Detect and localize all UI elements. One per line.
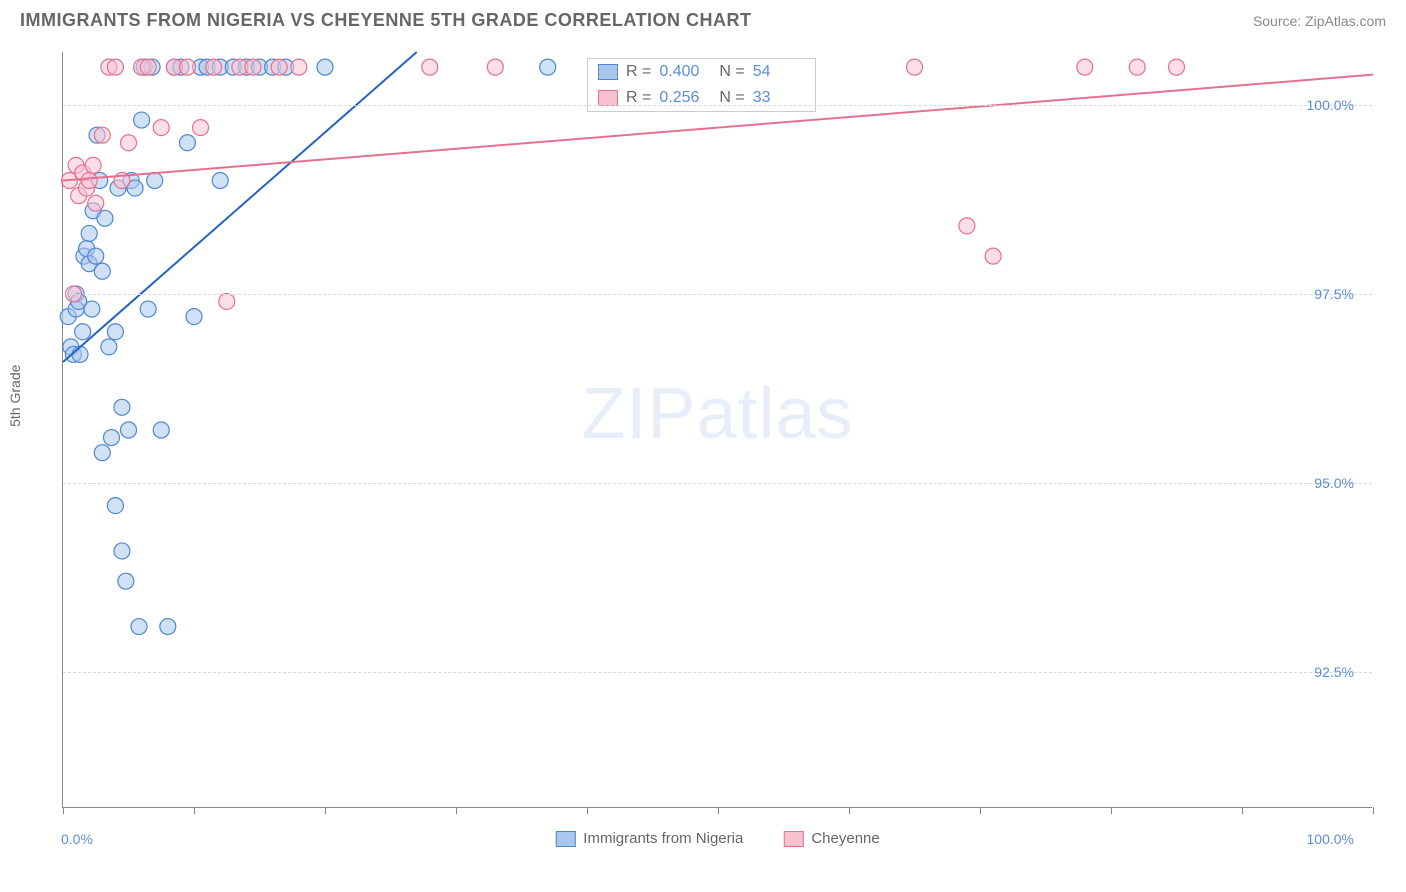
gridline-h	[63, 483, 1372, 484]
gridline-h	[63, 105, 1372, 106]
series-swatch	[598, 64, 618, 80]
x-tick	[980, 807, 981, 814]
legend-item: Cheyenne	[783, 830, 879, 847]
data-point	[179, 135, 195, 151]
data-point	[540, 59, 556, 75]
y-tick-label: 92.5%	[1314, 664, 1354, 680]
data-point	[134, 112, 150, 128]
stat-r-value: 0.400	[659, 63, 711, 81]
x-tick	[63, 807, 64, 814]
y-tick-label: 100.0%	[1307, 97, 1354, 113]
data-point	[88, 195, 104, 211]
correlation-stats-box: R = 0.400 N = 54 R =0.256N =33	[587, 58, 816, 112]
data-point	[118, 573, 134, 589]
data-point	[245, 59, 261, 75]
data-point	[81, 173, 97, 189]
source-attribution: Source: ZipAtlas.com	[1253, 13, 1386, 29]
data-point	[131, 619, 147, 635]
stats-row: R = 0.400 N = 54	[588, 59, 815, 85]
stat-n-value: 54	[753, 63, 805, 81]
data-point	[81, 225, 97, 241]
data-point	[94, 263, 110, 279]
legend-label: Immigrants from Nigeria	[583, 830, 743, 847]
x-tick	[1242, 807, 1243, 814]
legend: Immigrants from Nigeria Cheyenne	[555, 830, 879, 847]
x-max-label: 100.0%	[1307, 831, 1354, 847]
data-point	[219, 293, 235, 309]
data-point	[186, 309, 202, 325]
plot-area: ZIPatlas R =0.400N =54R =0.256N =33 0.0%…	[62, 52, 1372, 808]
data-point	[959, 218, 975, 234]
scatter-plot-svg	[63, 52, 1372, 807]
y-axis-label: 5th Grade	[7, 365, 23, 427]
data-point	[121, 422, 137, 438]
data-point	[107, 324, 123, 340]
data-point	[107, 498, 123, 514]
data-point	[1169, 59, 1185, 75]
legend-item: Immigrants from Nigeria	[555, 830, 743, 847]
data-point	[907, 59, 923, 75]
data-point	[179, 59, 195, 75]
series-swatch	[598, 90, 618, 106]
x-tick	[718, 807, 719, 814]
data-point	[114, 399, 130, 415]
data-point	[153, 422, 169, 438]
gridline-h	[63, 294, 1372, 295]
data-point	[75, 324, 91, 340]
data-point	[212, 173, 228, 189]
data-point	[94, 445, 110, 461]
data-point	[487, 59, 503, 75]
x-tick	[325, 807, 326, 814]
data-point	[193, 120, 209, 136]
x-min-label: 0.0%	[61, 831, 93, 847]
data-point	[121, 135, 137, 151]
data-point	[88, 248, 104, 264]
data-point	[101, 339, 117, 355]
x-tick	[456, 807, 457, 814]
data-point	[147, 173, 163, 189]
x-tick	[1111, 807, 1112, 814]
x-tick	[587, 807, 588, 814]
chart-title: IMMIGRANTS FROM NIGERIA VS CHEYENNE 5TH …	[20, 10, 752, 31]
stat-n-label: N =	[719, 63, 744, 81]
data-point	[271, 59, 287, 75]
data-point	[103, 430, 119, 446]
x-tick	[849, 807, 850, 814]
data-point	[85, 157, 101, 173]
data-point	[153, 120, 169, 136]
data-point	[114, 543, 130, 559]
y-tick-label: 95.0%	[1314, 475, 1354, 491]
x-tick	[1373, 807, 1374, 814]
data-point	[97, 210, 113, 226]
data-point	[84, 301, 100, 317]
data-point	[107, 59, 123, 75]
data-point	[985, 248, 1001, 264]
trend-line	[63, 52, 417, 362]
legend-swatch	[783, 831, 803, 847]
data-point	[140, 59, 156, 75]
chart-container: 5th Grade ZIPatlas R =0.400N =54R =0.256…	[20, 44, 1386, 856]
gridline-h	[63, 672, 1372, 673]
data-point	[1077, 59, 1093, 75]
data-point	[94, 127, 110, 143]
stat-r-label: R =	[626, 63, 651, 81]
data-point	[422, 59, 438, 75]
data-point	[206, 59, 222, 75]
data-point	[160, 619, 176, 635]
y-tick-label: 97.5%	[1314, 286, 1354, 302]
data-point	[1129, 59, 1145, 75]
x-tick	[194, 807, 195, 814]
legend-label: Cheyenne	[811, 830, 879, 847]
data-point	[72, 346, 88, 362]
data-point	[291, 59, 307, 75]
data-point	[140, 301, 156, 317]
legend-swatch	[555, 831, 575, 847]
stats-row: R =0.256N =33	[588, 85, 815, 111]
data-point	[317, 59, 333, 75]
